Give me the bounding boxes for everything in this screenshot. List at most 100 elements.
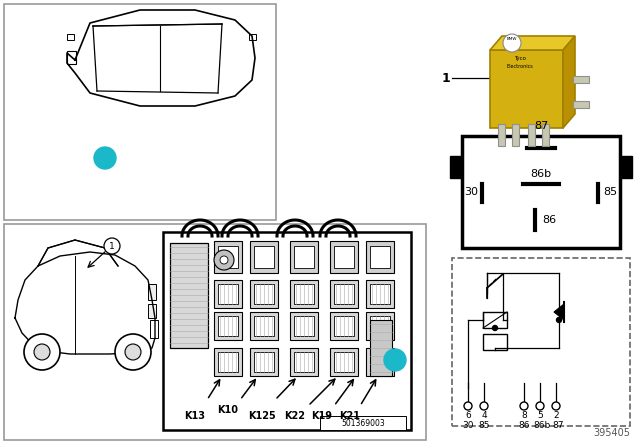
Bar [334,352,354,372]
Bar [250,348,278,376]
Text: 86: 86 [542,215,556,225]
Circle shape [557,318,561,323]
Circle shape [520,402,528,410]
Bar [370,316,390,336]
Bar [254,316,274,336]
Bar [4,4,276,220]
Circle shape [503,34,521,52]
Bar [320,416,406,430]
Bar [290,348,318,376]
Text: 501369003: 501369003 [341,418,385,427]
Text: 395405: 395405 [593,428,630,438]
Circle shape [214,250,234,270]
Bar [214,312,242,340]
Circle shape [220,256,228,264]
Text: 85: 85 [478,421,490,430]
Bar [294,246,314,268]
Circle shape [94,147,116,169]
Bar [250,280,278,308]
Bar [67,51,76,64]
Text: 1: 1 [109,241,115,250]
Circle shape [552,402,560,410]
Bar [366,312,394,340]
Bar [150,320,158,338]
Bar [512,124,519,146]
Bar [214,241,242,273]
Bar [330,348,358,376]
Bar [148,284,156,300]
Bar [370,320,392,376]
Bar [334,284,354,304]
Text: 5: 5 [537,410,543,419]
Polygon shape [490,36,575,50]
Circle shape [104,238,120,254]
Bar [250,241,278,273]
Text: 87: 87 [552,421,564,430]
Text: 2: 2 [553,410,559,419]
Bar [334,246,354,268]
Circle shape [24,334,60,370]
Circle shape [115,334,151,370]
Bar [148,304,156,318]
Bar [366,241,394,273]
Text: Electronics: Electronics [507,64,533,69]
Bar [250,312,278,340]
Bar [490,50,563,128]
Text: K19: K19 [312,411,333,421]
Bar [462,136,620,248]
Text: K22: K22 [285,411,305,421]
Text: K10: K10 [218,405,239,415]
Bar [370,246,390,268]
Bar [528,124,535,146]
Bar [573,76,589,83]
Bar [483,312,507,328]
Bar [452,258,630,426]
Text: K13: K13 [184,411,205,421]
Bar [334,316,354,336]
Circle shape [536,402,544,410]
Bar [4,224,426,440]
Bar [254,284,274,304]
Bar [294,284,314,304]
Circle shape [493,326,497,331]
Bar [254,246,274,268]
Text: K125: K125 [248,411,276,421]
Bar [218,246,238,268]
Text: 30: 30 [462,421,474,430]
Bar [170,243,208,348]
Bar [620,156,632,178]
Bar [370,352,390,372]
Bar [290,241,318,273]
Bar [218,316,238,336]
Bar [218,352,238,372]
Circle shape [464,402,472,410]
Text: Tyco: Tyco [514,56,526,60]
Bar [218,284,238,304]
Bar [290,312,318,340]
Bar [498,124,505,146]
Bar [67,34,74,40]
Text: 86b: 86b [533,421,550,430]
Bar [366,348,394,376]
Bar [366,280,394,308]
Text: K21: K21 [339,411,360,421]
Text: 87: 87 [534,121,548,131]
Text: 1: 1 [390,353,399,366]
Bar [294,316,314,336]
Bar [163,232,411,430]
Circle shape [384,349,406,371]
Text: 6: 6 [465,410,471,419]
Bar [330,241,358,273]
Bar [249,34,256,40]
Text: 4: 4 [481,410,487,419]
Bar [294,352,314,372]
Polygon shape [554,304,564,320]
Bar [450,156,462,178]
Text: BMW: BMW [507,37,517,41]
Text: 1: 1 [100,151,109,164]
Bar [370,284,390,304]
Bar [330,312,358,340]
Bar [573,101,589,108]
Bar [542,124,549,146]
Text: 1: 1 [442,72,451,85]
